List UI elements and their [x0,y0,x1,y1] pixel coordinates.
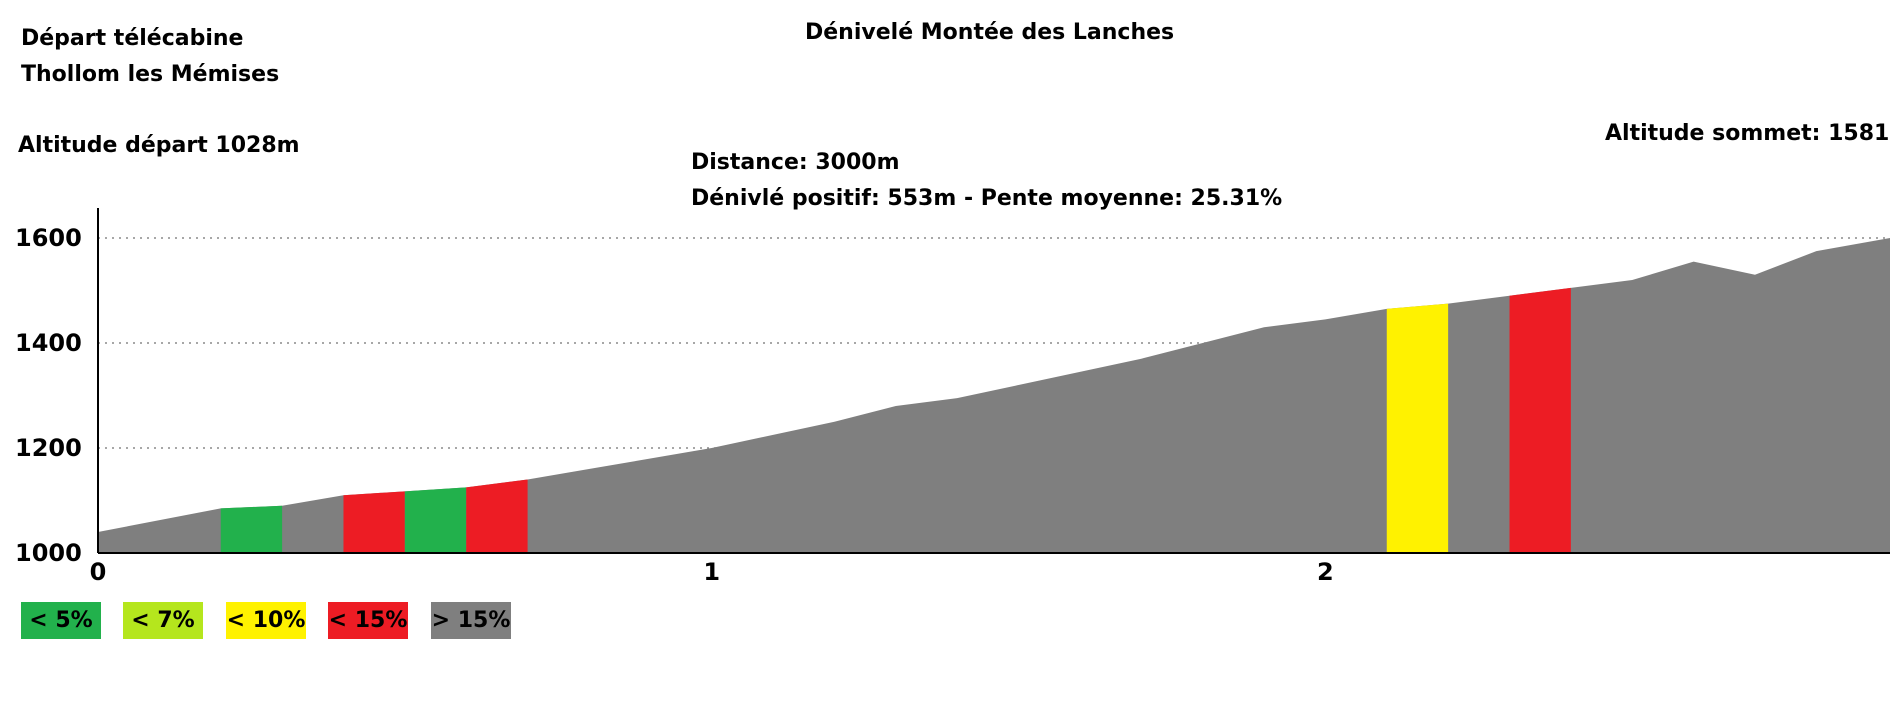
start-station-location: Thollom les Mémises [21,62,280,87]
summit-altitude: Altitude sommet: 1581 [1605,121,1890,146]
slope-segment-3 [466,479,528,553]
legend-item: < 10% [226,602,306,639]
y-tick-label: 1600 [15,224,82,252]
legend-item: < 5% [21,602,101,639]
tick-labels: 1000 1200 1400 1600 0 1 2 [15,224,1334,586]
slope-segment-2 [404,487,467,553]
legend-item: > 15% [431,602,511,639]
legend-item: < 7% [123,602,203,639]
x-tick-label: 0 [90,558,107,586]
y-tick-label: 1200 [15,434,82,462]
legend-item: < 15% [328,602,408,639]
distance-label: Distance: 3000m [691,150,900,175]
x-tick-label: 2 [1317,558,1334,586]
chart-title: Dénivelé Montée des Lanches [805,20,1175,45]
slope-segment-5 [1509,287,1571,553]
slope-segment-1 [343,491,405,553]
y-tick-label: 1000 [15,539,82,567]
slope-segment-0 [220,505,283,553]
elevation-gain-label: Dénivlé positif: 553m - Pente moyenne: 2… [691,186,1283,211]
x-tick-label: 1 [703,558,720,586]
slope-segment-4 [1386,303,1449,553]
y-tick-label: 1400 [15,329,82,357]
start-altitude: Altitude départ 1028m [18,133,300,158]
start-station-label: Départ télécabine [21,26,244,51]
slope-segments [220,287,1571,553]
